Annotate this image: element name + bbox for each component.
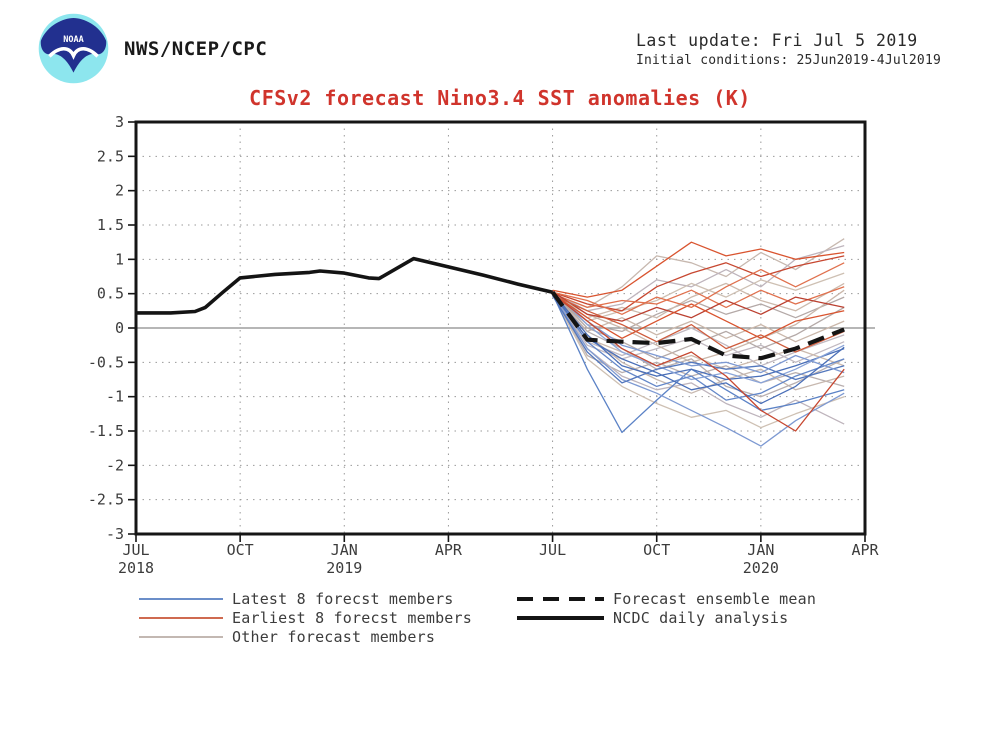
y-tick-label: -0.5 bbox=[88, 353, 124, 371]
forecast-member-line bbox=[552, 294, 845, 429]
earliest-members-swatch bbox=[139, 616, 223, 619]
noaa-logo: NOAA bbox=[38, 13, 109, 84]
forecast-member-line bbox=[552, 291, 845, 394]
x-year-label: 2020 bbox=[743, 559, 779, 577]
y-tick-label: -3 bbox=[106, 525, 124, 543]
org-title: NWS/NCEP/CPC bbox=[124, 38, 268, 60]
chart-title: CFSv2 forecast Nino3.4 SST anomalies (K) bbox=[249, 86, 751, 110]
x-tick-label: JAN bbox=[747, 541, 774, 559]
legend-label-earliest: Earliest 8 forecst members bbox=[232, 608, 472, 627]
forecast-member-line bbox=[552, 294, 845, 447]
y-tick-label: 2 bbox=[115, 182, 124, 200]
legend-row-other: Other forecast members bbox=[139, 627, 472, 646]
legend-label-latest: Latest 8 forecst members bbox=[232, 589, 454, 608]
y-tick-label: -2 bbox=[106, 456, 124, 474]
forecast-member-line bbox=[552, 294, 845, 398]
update-block: Last update: Fri Jul 5 2019 Initial cond… bbox=[636, 31, 941, 68]
ensemble-mean-line bbox=[550, 291, 845, 361]
forecast-member-line bbox=[552, 282, 845, 319]
y-tick-label: -1.5 bbox=[88, 422, 124, 440]
forecast-member-line bbox=[552, 238, 845, 309]
legend-row-ensemble-mean: Forecast ensemble mean bbox=[517, 589, 816, 608]
x-year-label: 2019 bbox=[326, 559, 362, 577]
forecast-member-line bbox=[552, 272, 845, 322]
ensemble-mean-swatch bbox=[517, 596, 604, 601]
logo-seagull-icon bbox=[48, 47, 99, 60]
forecast-member-line bbox=[552, 289, 845, 384]
x-tick-label: APR bbox=[851, 541, 879, 559]
y-tick-label: 3 bbox=[115, 113, 124, 131]
forecast-member-line bbox=[552, 293, 845, 401]
forecast-member-line bbox=[552, 293, 845, 432]
forecast-member-line bbox=[552, 291, 845, 322]
y-tick-label: -2.5 bbox=[88, 491, 124, 509]
forecast-member-line bbox=[552, 241, 845, 298]
logo-bird-shape bbox=[40, 17, 107, 73]
y-tick-label: 1.5 bbox=[97, 216, 124, 234]
y-tick-label: 2.5 bbox=[97, 147, 124, 165]
x-year-label: 2018 bbox=[118, 559, 154, 577]
y-tick-label: -1 bbox=[106, 388, 124, 406]
forecast-member-line bbox=[552, 293, 845, 333]
forecast-member-line bbox=[552, 255, 845, 312]
forecast-member-line bbox=[552, 295, 845, 384]
legend-label-ncdc: NCDC daily analysis bbox=[613, 608, 789, 627]
ncdc-analysis-swatch bbox=[517, 615, 604, 620]
forecast-member-line bbox=[552, 291, 845, 360]
forecast-member-line bbox=[552, 291, 845, 374]
forecast-member-line bbox=[552, 244, 845, 312]
legend-row-earliest: Earliest 8 forecst members bbox=[139, 608, 472, 627]
forecast-member-line bbox=[552, 291, 845, 343]
x-tick-label: JAN bbox=[331, 541, 358, 559]
x-tick-label: OCT bbox=[643, 541, 670, 559]
initial-conditions-text: Initial conditions: 25Jun2019-4Jul2019 bbox=[636, 53, 942, 68]
forecast-member-line bbox=[552, 293, 845, 339]
x-tick-label: APR bbox=[435, 541, 463, 559]
x-tick-label: JUL bbox=[539, 541, 566, 559]
legend-members: Latest 8 forecst members Earliest 8 fore… bbox=[139, 589, 472, 646]
forecast-member-line bbox=[552, 293, 845, 405]
last-update-text: Last update: Fri Jul 5 2019 bbox=[636, 31, 918, 50]
logo-text: NOAA bbox=[63, 35, 83, 45]
forecast-member-line bbox=[552, 293, 845, 367]
legend-row-ncdc: NCDC daily analysis bbox=[517, 608, 816, 627]
forecast-member-line bbox=[552, 262, 845, 315]
legend-row-latest: Latest 8 forecst members bbox=[139, 589, 472, 608]
latest-members-swatch bbox=[139, 597, 223, 600]
y-tick-label: 0.5 bbox=[97, 285, 124, 303]
y-tick-label: 0 bbox=[115, 319, 124, 337]
x-tick-label: JUL bbox=[122, 541, 149, 559]
legend-label-other: Other forecast members bbox=[232, 627, 436, 646]
ncdc-analysis-line bbox=[136, 256, 554, 315]
x-tick-label: OCT bbox=[227, 541, 254, 559]
noaa-logo-graphic: NOAA bbox=[38, 13, 109, 84]
other-members-swatch bbox=[139, 635, 223, 638]
legend-label-ensemble-mean: Forecast ensemble mean bbox=[613, 589, 817, 608]
forecast-member-line bbox=[552, 294, 845, 353]
y-tick-label: 1 bbox=[115, 250, 124, 268]
legend-mean-obs: Forecast ensemble mean NCDC daily analys… bbox=[517, 589, 816, 627]
